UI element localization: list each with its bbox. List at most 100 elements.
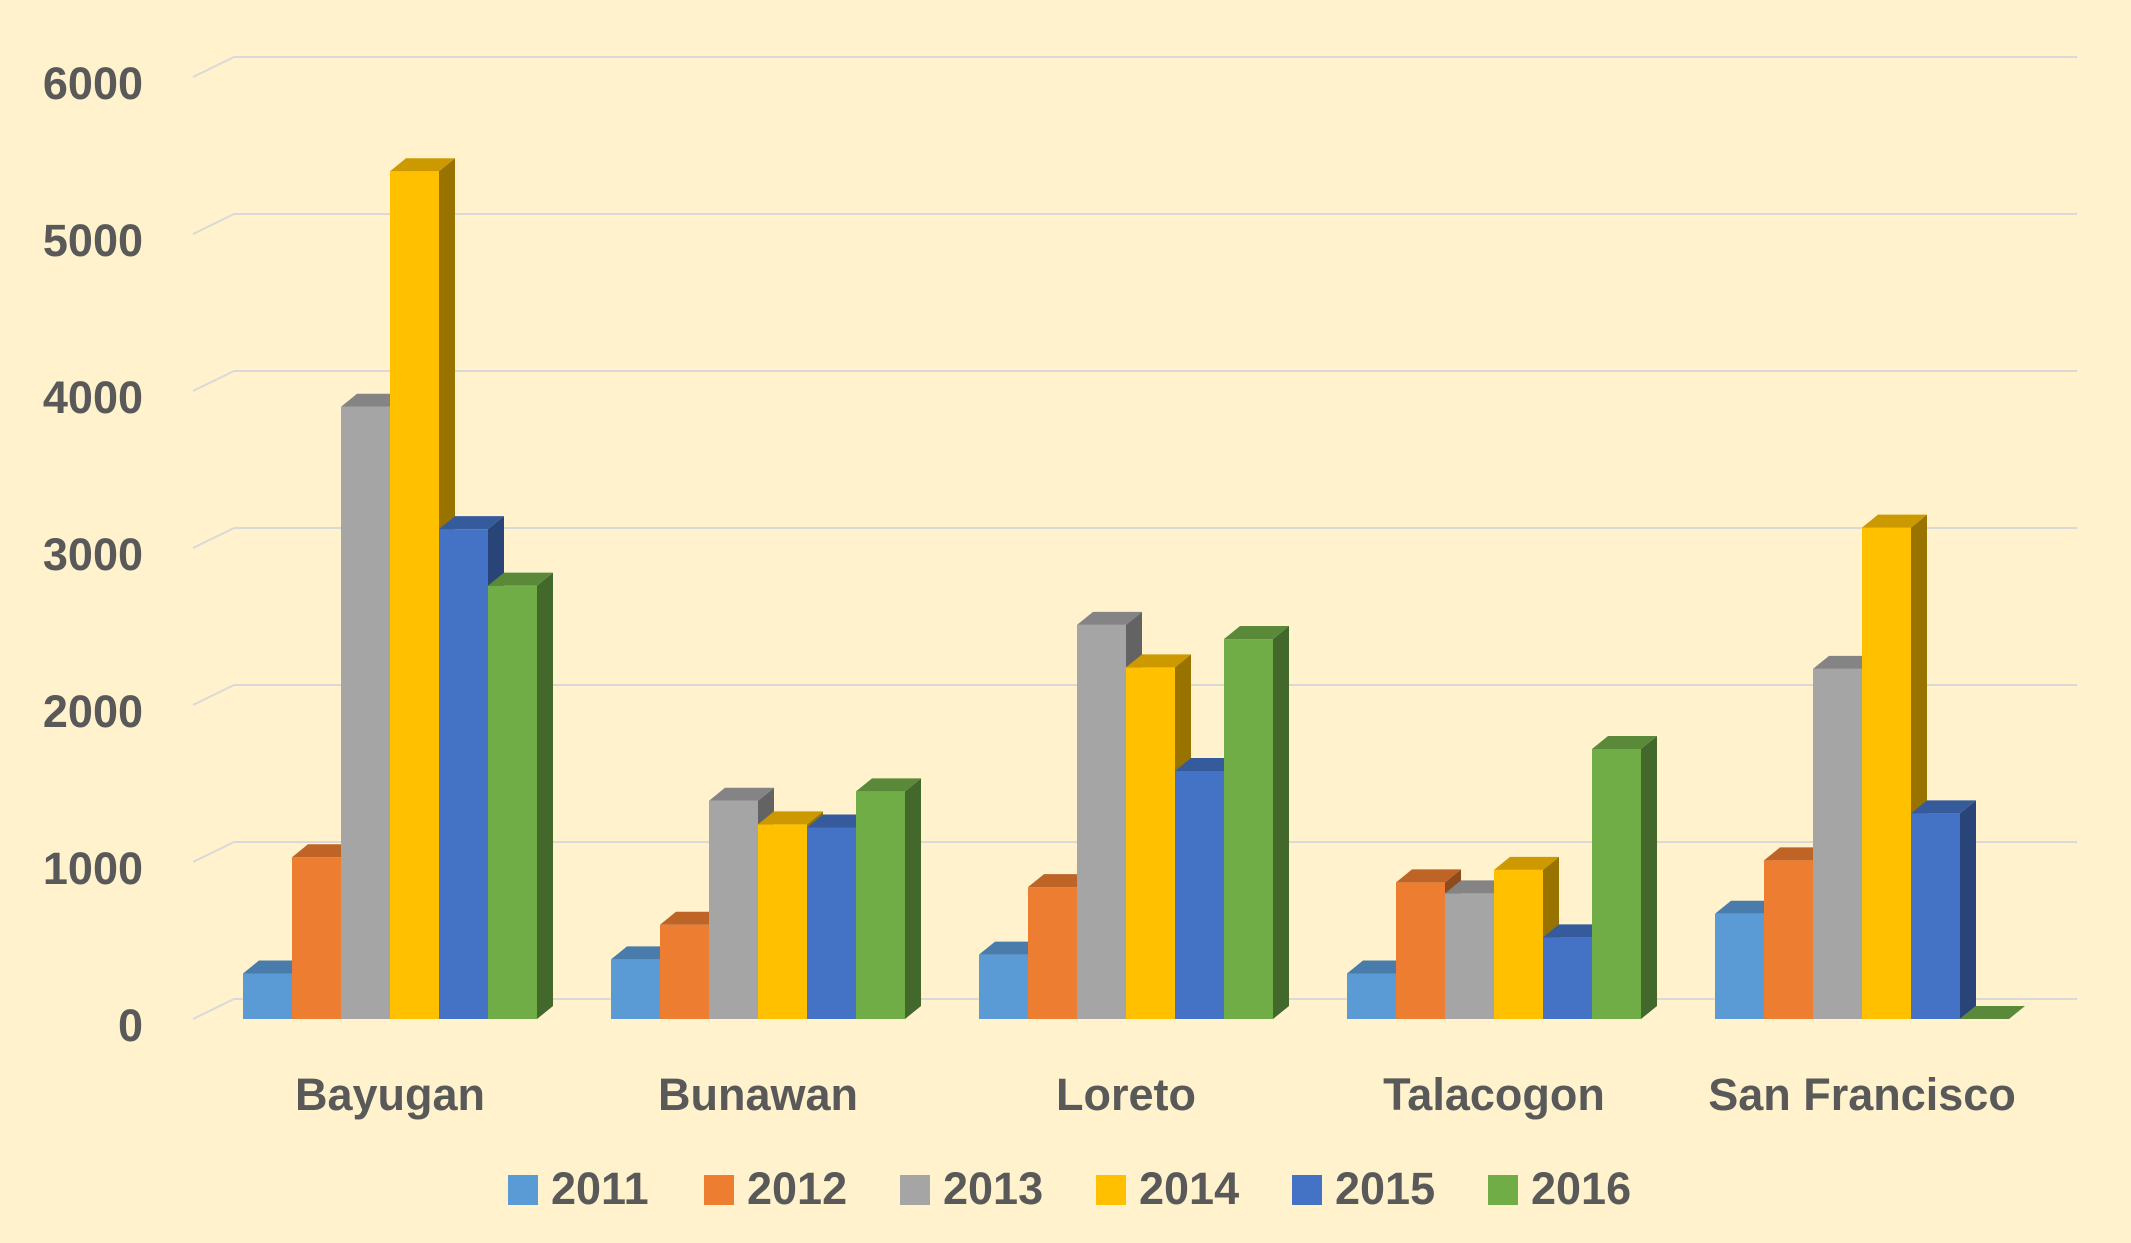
bar-front [439,529,488,1019]
legend-swatch [704,1175,734,1205]
bar-front [1028,887,1077,1019]
legend-label: 2013 [943,1163,1043,1214]
y-tick-label: 6000 [43,58,143,109]
bar-side [1641,735,1657,1019]
bar-front [1445,893,1494,1019]
bar-top [488,572,553,586]
bar-top [1960,1006,2025,1019]
bar-front [1126,667,1175,1019]
y-tick-label: 2000 [43,686,143,737]
y-tick-label: 1000 [43,843,143,894]
legend-swatch [900,1175,930,1205]
bar-top [758,811,823,825]
bar-front [1592,748,1641,1019]
bar-front [709,800,758,1019]
bar-top [1764,847,1829,861]
bar-front [1077,624,1126,1019]
bar-top [709,787,774,801]
bar-top [807,814,872,828]
grid-side [192,213,235,235]
bar-front [341,406,390,1019]
bar [1224,626,1289,1019]
y-tick-label: 4000 [43,372,143,423]
y-tick-label: 0 [118,1000,143,1051]
legend-label: 2016 [1531,1163,1631,1214]
bar-top [1813,655,1878,669]
bar-top [660,911,725,925]
bar-top [1077,611,1142,625]
bar-front [1224,639,1273,1019]
y-tick-label: 3000 [43,529,143,580]
x-tick-label: Bunawan [658,1069,858,1120]
bar-side [537,572,553,1019]
bar-side [1273,626,1289,1019]
bar-front [1347,973,1396,1019]
bar-front [758,824,807,1019]
bar-top [611,946,676,960]
bar-top [1543,924,1608,938]
x-tick-label: Bayugan [295,1069,485,1120]
bar-top [439,516,504,530]
bar-front [243,973,292,1019]
bar-top [1126,654,1191,668]
bar-top [1224,626,1289,640]
bar-top [1592,735,1657,749]
bar-top [243,960,308,974]
bar-top [856,778,921,792]
bar-top [1494,856,1559,870]
bar-side [905,778,921,1019]
bar [856,778,921,1019]
y-tick-label: 5000 [43,215,143,266]
bar-top [1445,880,1510,894]
legend-label: 2015 [1335,1163,1435,1214]
bar-front [1396,882,1445,1019]
bar-front [1175,770,1224,1019]
bar [1494,856,1559,1019]
legend-label: 2012 [747,1163,847,1214]
grid-side [192,370,235,392]
bar-front [1813,668,1862,1019]
bar [1911,800,1976,1019]
bar-top [1911,800,1976,814]
bar-front [1715,913,1764,1019]
bar-front [1494,869,1543,1019]
bar-top [1028,874,1093,888]
legend-swatch [1488,1175,1518,1205]
grid-side [192,527,235,549]
bar-top [390,158,455,172]
legend-label: 2014 [1139,1163,1239,1214]
bar-front [1862,527,1911,1019]
bar-front [856,791,905,1019]
bar [488,572,553,1019]
bar-front [979,954,1028,1019]
bar-front [611,959,660,1019]
legend-swatch [1292,1175,1322,1205]
bar-top [1396,869,1461,883]
x-tick-label: San Francisco [1708,1069,2016,1120]
legend-swatch [508,1175,538,1205]
bar-top [1862,514,1927,528]
bar-top [292,844,357,858]
bar-front [488,585,537,1019]
grid-side [192,841,235,863]
bar-top [979,941,1044,955]
x-tick-label: Talacogon [1383,1069,1605,1120]
bar-top [1347,960,1412,974]
grid-side [192,56,235,78]
legend-label: 2011 [551,1163,649,1214]
bar-front [1543,937,1592,1019]
bar-front [1764,860,1813,1019]
bar [1592,735,1657,1019]
bar-front [390,171,439,1019]
grid-side [192,684,235,706]
bar [1960,1006,2025,1019]
legend-swatch [1096,1175,1126,1205]
bar-top [341,393,406,407]
bar-front [292,857,341,1019]
bar-front [807,827,856,1019]
grid-side [192,998,235,1020]
bar-front [1911,813,1960,1019]
bar-front [660,924,709,1019]
x-tick-label: Loreto [1056,1069,1196,1120]
